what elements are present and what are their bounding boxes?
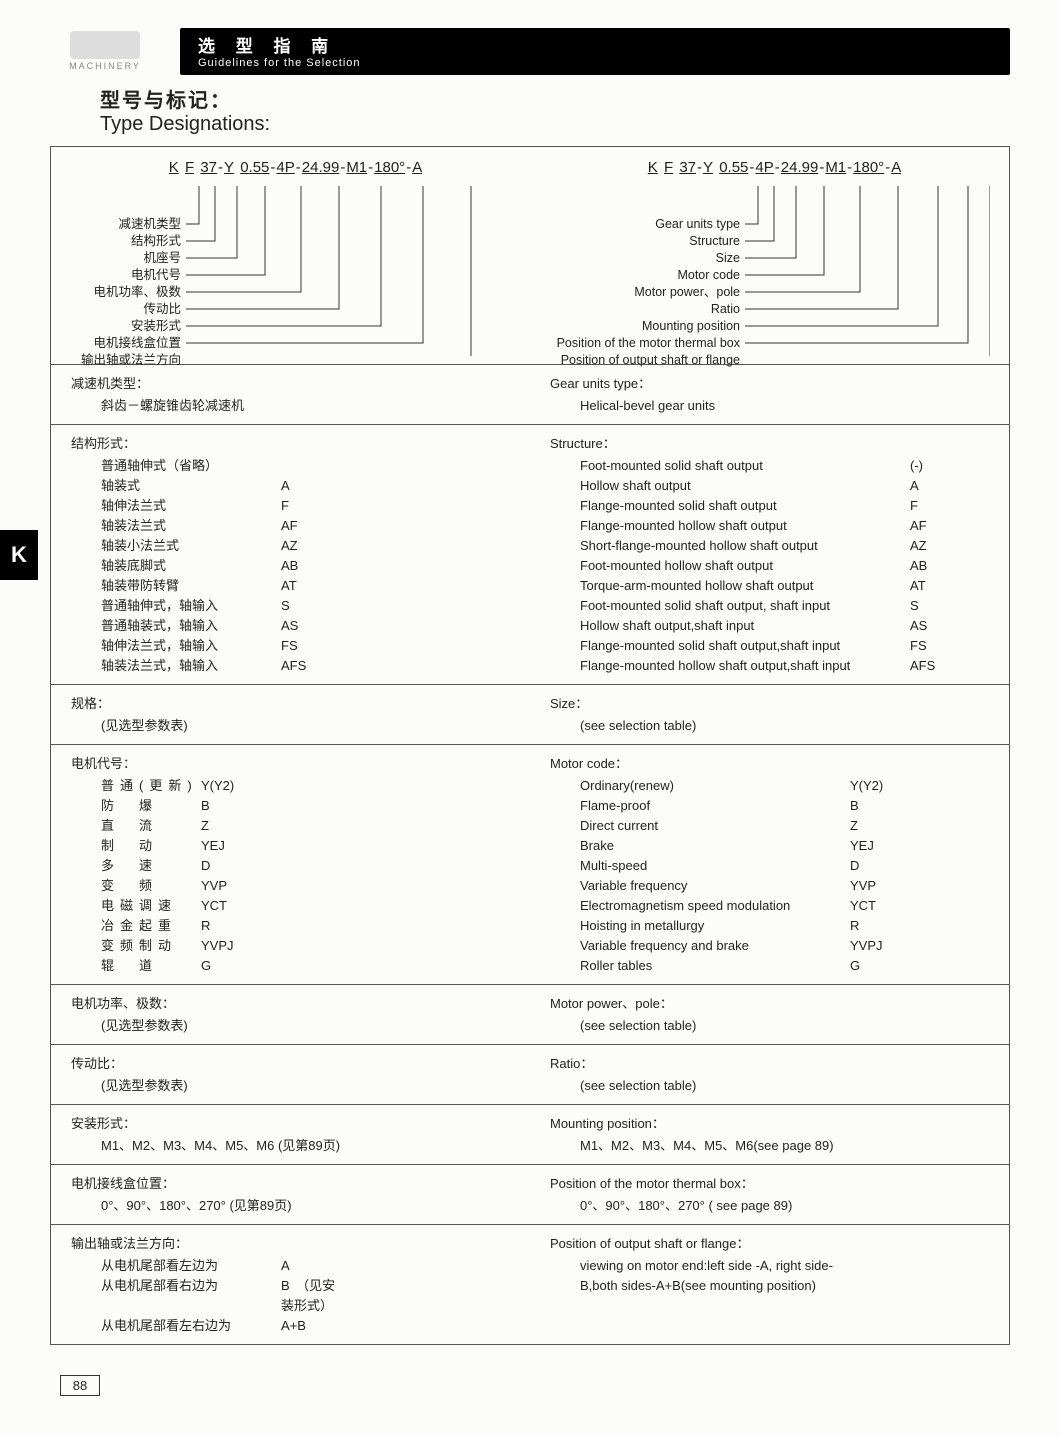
box-en-v: 0°、90°、180°、270° ( see page 89) — [550, 1196, 999, 1216]
list-item: Hollow shaft output,shaft inputAS — [580, 616, 999, 636]
bracket-cn: 减速机类型结构形式机座号电机代号电机功率、极数传动比安装形式电机接线盒位置输出轴… — [71, 186, 520, 356]
list-item: 轴装底脚式AB — [101, 556, 520, 576]
ratio-cn-t: 传动比： — [71, 1053, 520, 1072]
ratio-cn-v: (见选型参数表) — [71, 1076, 520, 1096]
list-item: 防 爆B — [101, 796, 520, 816]
bar-en: Guidelines for the Selection — [198, 57, 992, 69]
list-item: 轴伸法兰式，轴输入FS — [101, 636, 520, 656]
page-number: 88 — [60, 1375, 100, 1396]
designation-table: K F 37-Y 0.55-4P-24.99-M1-180°-A 减速机类型结构… — [50, 146, 1010, 1345]
ratio-en-v: (see selection table) — [550, 1076, 999, 1096]
list-item: Short-flange-mounted hollow shaft output… — [580, 536, 999, 556]
list-item: 冶金起重R — [101, 916, 520, 936]
header: MACHINERY 选 型 指 南 Guidelines for the Sel… — [30, 30, 1010, 72]
size-cn-t: 规格： — [71, 693, 520, 712]
list-item: 轴装小法兰式AZ — [101, 536, 520, 556]
mount-en-v: M1、M2、M3、M4、M5、M6(see page 89) — [550, 1136, 999, 1156]
list-item: Ordinary(renew)Y(Y2) — [580, 776, 999, 796]
list-item: 普通轴伸式（省略） — [101, 456, 520, 476]
page-title: 型号与标记： Type Designations: — [100, 84, 1010, 136]
list-item: 普通轴装式，轴输入AS — [101, 616, 520, 636]
list-item: Roller tablesG — [580, 956, 999, 976]
mount-cn-t: 安装形式： — [71, 1113, 520, 1132]
list-item: Flange-mounted hollow shaft output,shaft… — [580, 656, 999, 676]
list-item: Flange-mounted solid shaft outputF — [580, 496, 999, 516]
list-item: 从电机尾部看左右边为A+B — [101, 1316, 520, 1336]
list-item: 制 动YEJ — [101, 836, 520, 856]
side-tab: K — [0, 530, 38, 580]
output-cn-t: 输出轴或法兰方向： — [71, 1233, 520, 1252]
list-item: Hollow shaft outputA — [580, 476, 999, 496]
title-cn: 型号与标记： — [100, 84, 1010, 113]
output-en-t: Position of output shaft or flange： — [550, 1233, 999, 1252]
logo-caption: MACHINERY — [69, 61, 141, 71]
list-item: 辊 道G — [101, 956, 520, 976]
structure-cn-t: 结构形式： — [71, 433, 520, 452]
list-item: Foot-mounted solid shaft output, shaft i… — [580, 596, 999, 616]
structure-en-t: Structure： — [550, 433, 999, 452]
ratio-en-t: Ratio： — [550, 1053, 999, 1072]
list-item: Flame-proofB — [580, 796, 999, 816]
mount-en-t: Mounting position： — [550, 1113, 999, 1132]
list-item: 从电机尾部看右边为B （见安装形式） — [101, 1276, 520, 1316]
size-en-v: (see selection table) — [550, 716, 999, 736]
output-cn-list: 从电机尾部看左边为A从电机尾部看右边为B （见安装形式）从电机尾部看左右边为A+… — [71, 1256, 520, 1336]
logo-image — [70, 31, 140, 59]
box-en-t: Position of the motor thermal box： — [550, 1173, 999, 1192]
box-cn-t: 电机接线盒位置： — [71, 1173, 520, 1192]
gear-type-cn-t: 减速机类型： — [71, 373, 520, 392]
list-item: Hoisting in metallurgyR — [580, 916, 999, 936]
list-item: Multi-speedD — [580, 856, 999, 876]
list-item: 轴装法兰式，轴输入AFS — [101, 656, 520, 676]
list-item: 轴伸法兰式F — [101, 496, 520, 516]
code-en: K F 37-Y 0.55-4P-24.99-M1-180°-A — [550, 159, 999, 176]
gear-type-cn-v: 斜齿－螺旋锥齿轮减速机 — [71, 396, 520, 416]
list-item: Variable frequency and brakeYVPJ — [580, 936, 999, 956]
list-item: 变频制动YVPJ — [101, 936, 520, 956]
list-item: 变 频YVP — [101, 876, 520, 896]
list-item: Torque-arm-mounted hollow shaft outputAT — [580, 576, 999, 596]
list-item: 轴装式A — [101, 476, 520, 496]
list-item: 普通(更新)Y(Y2) — [101, 776, 520, 796]
list-item: Flange-mounted hollow shaft outputAF — [580, 516, 999, 536]
list-item: BrakeYEJ — [580, 836, 999, 856]
power-cn-v: (见选型参数表) — [71, 1016, 520, 1036]
list-item: 普通轴伸式，轴输入S — [101, 596, 520, 616]
gear-type-en-v: Helical-bevel gear units — [550, 396, 999, 416]
structure-cn-list: 普通轴伸式（省略）轴装式A轴伸法兰式F轴装法兰式AF轴装小法兰式AZ轴装底脚式A… — [71, 456, 520, 676]
box-cn-v: 0°、90°、180°、270° (见第89页) — [71, 1196, 520, 1216]
gear-type-en-t: Gear units type： — [550, 373, 999, 392]
code-cn: K F 37-Y 0.55-4P-24.99-M1-180°-A — [71, 159, 520, 176]
size-cn-v: (见选型参数表) — [71, 716, 520, 736]
list-item: 电磁调速YCT — [101, 896, 520, 916]
list-item: 从电机尾部看左边为A — [101, 1256, 520, 1276]
output-en-v: viewing on motor end:left side -A, right… — [550, 1256, 850, 1296]
mount-cn-v: M1、M2、M3、M4、M5、M6 (见第89页) — [71, 1136, 520, 1156]
power-cn-t: 电机功率、极数： — [71, 993, 520, 1012]
list-item: 轴装法兰式AF — [101, 516, 520, 536]
list-item: 轴装带防转臂AT — [101, 576, 520, 596]
list-item: 多 速D — [101, 856, 520, 876]
structure-en-list: Foot-mounted solid shaft output(-)Hollow… — [550, 456, 999, 676]
motorcode-en-list: Ordinary(renew)Y(Y2)Flame-proofBDirect c… — [550, 776, 999, 976]
list-item: 直 流Z — [101, 816, 520, 836]
list-item: Foot-mounted solid shaft output(-) — [580, 456, 999, 476]
bracket-en: Gear units typeStructureSizeMotor codeMo… — [550, 186, 999, 356]
list-item: Direct currentZ — [580, 816, 999, 836]
title-bar: 选 型 指 南 Guidelines for the Selection — [180, 28, 1010, 75]
power-en-v: (see selection table) — [550, 1016, 999, 1036]
list-item: Foot-mounted hollow shaft outputAB — [580, 556, 999, 576]
bar-cn: 选 型 指 南 — [198, 32, 992, 57]
logo-block: MACHINERY — [30, 31, 180, 71]
motorcode-cn-list: 普通(更新)Y(Y2)防 爆B直 流Z制 动YEJ多 速D变 频YVP电磁调速Y… — [71, 776, 520, 976]
list-item: Electromagnetism speed modulationYCT — [580, 896, 999, 916]
motorcode-cn-t: 电机代号： — [71, 753, 520, 772]
size-en-t: Size： — [550, 693, 999, 712]
list-item: Variable frequencyYVP — [580, 876, 999, 896]
power-en-t: Motor power、pole： — [550, 993, 999, 1012]
title-en: Type Designations: — [100, 113, 1010, 136]
list-item: Flange-mounted solid shaft output,shaft … — [580, 636, 999, 656]
motorcode-en-t: Motor code： — [550, 753, 999, 772]
